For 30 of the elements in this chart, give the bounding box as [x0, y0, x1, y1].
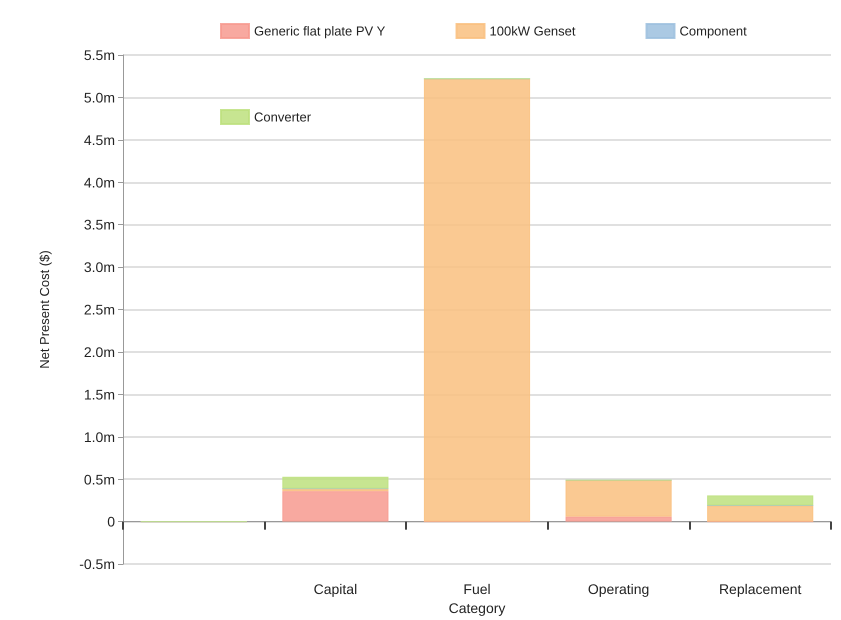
y-tick-label: 5.0m	[84, 89, 115, 106]
y-axis-title: Net Present Cost ($)	[37, 250, 52, 369]
legend-label: Component	[679, 24, 748, 38]
y-tick-label: -0.5m	[79, 556, 115, 572]
bar	[707, 495, 814, 506]
x-tick-label: Capital	[314, 581, 358, 598]
bar	[282, 491, 388, 522]
legend-label: 100kW Genset	[490, 24, 576, 38]
bar	[566, 516, 672, 522]
y-tick-label: 2.0m	[84, 344, 115, 360]
y-tick-label: 1.0m	[84, 428, 115, 445]
y-tick-label: 0.5m	[84, 471, 115, 488]
bar	[424, 78, 530, 522]
x-tick-label: Fuel	[463, 581, 491, 598]
x-tick-label: Replacement	[718, 581, 802, 598]
y-tick-label: 1.5m	[84, 386, 115, 402]
legend-label: Converter	[254, 110, 312, 124]
y-tick-label: 3.5m	[84, 216, 115, 233]
bar	[707, 506, 814, 522]
y-tick-label: 4.5m	[84, 132, 115, 148]
y-tick-label: 4.0m	[84, 174, 115, 190]
bar	[282, 476, 388, 489]
legend-label: Generic flat plate PV Y	[254, 24, 386, 38]
x-axis-title: Category	[448, 600, 506, 616]
bar	[566, 480, 672, 517]
y-tick-label: 5.5m	[84, 47, 115, 63]
y-tick-label: 3.0m	[84, 259, 115, 276]
x-tick-label: Operating	[588, 581, 650, 598]
y-tick-label: 2.5m	[84, 302, 115, 318]
y-tick-label: 0	[107, 514, 116, 530]
